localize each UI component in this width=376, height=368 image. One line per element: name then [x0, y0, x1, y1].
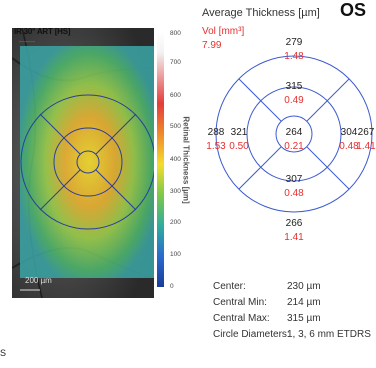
- inner-superior-volume: 0.49: [284, 95, 304, 106]
- inner-nasal-thickness: 304: [340, 127, 358, 138]
- colorbar-title: Retinal Thickness [µm]: [181, 116, 191, 204]
- inner-nasal-volume: 0.48: [339, 141, 359, 152]
- sector-divider: [260, 100, 282, 122]
- center-ring: [275, 115, 313, 153]
- stat-label-central-min: Central Min:: [213, 297, 267, 308]
- corner-text: S: [0, 348, 7, 358]
- stat-value-center: 230 µm: [287, 281, 321, 292]
- stat-value-central-max: 315 µm: [287, 313, 321, 324]
- colorbar-tick: 200: [170, 219, 181, 226]
- colorbar-tick: 800: [170, 30, 181, 37]
- etdrs-grid: [215, 55, 373, 213]
- volume-label: Vol [mm³]: [202, 26, 245, 37]
- inner-superior-thickness: 315: [285, 81, 303, 92]
- inner-inferior-thickness: 307: [285, 174, 303, 185]
- center-volume: 0.21: [284, 141, 304, 152]
- stat-value-central-min: 214 µm: [287, 297, 321, 308]
- outer-nasal-thickness: 267: [357, 127, 375, 138]
- colorbar-tick: 300: [170, 188, 181, 195]
- outer-temporal-volume: 1.53: [206, 141, 226, 152]
- colorbar-tick: 700: [170, 59, 181, 66]
- chart-title: Average Thickness [µm]: [202, 7, 320, 19]
- eye-label: OS: [340, 0, 367, 20]
- colorbar-tick: 600: [170, 92, 181, 99]
- outer-ring: [215, 55, 373, 213]
- colorbar-tick: 0: [170, 283, 174, 290]
- sector-divider: [306, 146, 328, 168]
- fundus-header: IR 30° ART [HS]: [14, 27, 71, 36]
- total-volume: 7.99: [202, 40, 222, 51]
- colorbar-tick: 100: [170, 251, 181, 258]
- fundus-subheader: ——: [19, 37, 35, 46]
- sector-divider: [260, 146, 282, 168]
- outer-superior-volume: 1.48: [284, 51, 304, 62]
- outer-temporal-thickness: 288: [207, 127, 225, 138]
- stat-label-center: Center:: [213, 281, 246, 292]
- colorbar-tick: 500: [170, 123, 181, 130]
- outer-inferior-thickness: 266: [285, 218, 303, 229]
- fundus-thickness-map[interactable]: [12, 28, 154, 298]
- inner-inferior-volume: 0.48: [284, 188, 304, 199]
- stat-value-circle-diameters: 1, 3, 6 mm ETDRS: [287, 329, 371, 340]
- sector-divider: [306, 100, 328, 122]
- fundus-image: [12, 28, 154, 298]
- center-thickness: 264: [285, 127, 303, 138]
- scale-bar-label: 200 µm: [25, 276, 52, 285]
- inner-temporal-volume: 0.50: [229, 141, 249, 152]
- colorbar-tick: 400: [170, 156, 181, 163]
- outer-superior-thickness: 279: [285, 37, 303, 48]
- thickness-color-bar: [157, 32, 164, 287]
- outer-inferior-volume: 1.41: [284, 232, 304, 243]
- inner-temporal-thickness: 321: [230, 127, 248, 138]
- outer-nasal-volume: 1.41: [356, 141, 376, 152]
- stat-label-circle-diameters: Circle Diameters:: [213, 329, 290, 340]
- sector-divider: [238, 166, 262, 190]
- sector-divider: [238, 78, 262, 102]
- inner-ring: [246, 86, 342, 182]
- stat-label-central-max: Central Max:: [213, 313, 270, 324]
- sector-divider: [326, 166, 350, 190]
- sector-divider: [326, 78, 350, 102]
